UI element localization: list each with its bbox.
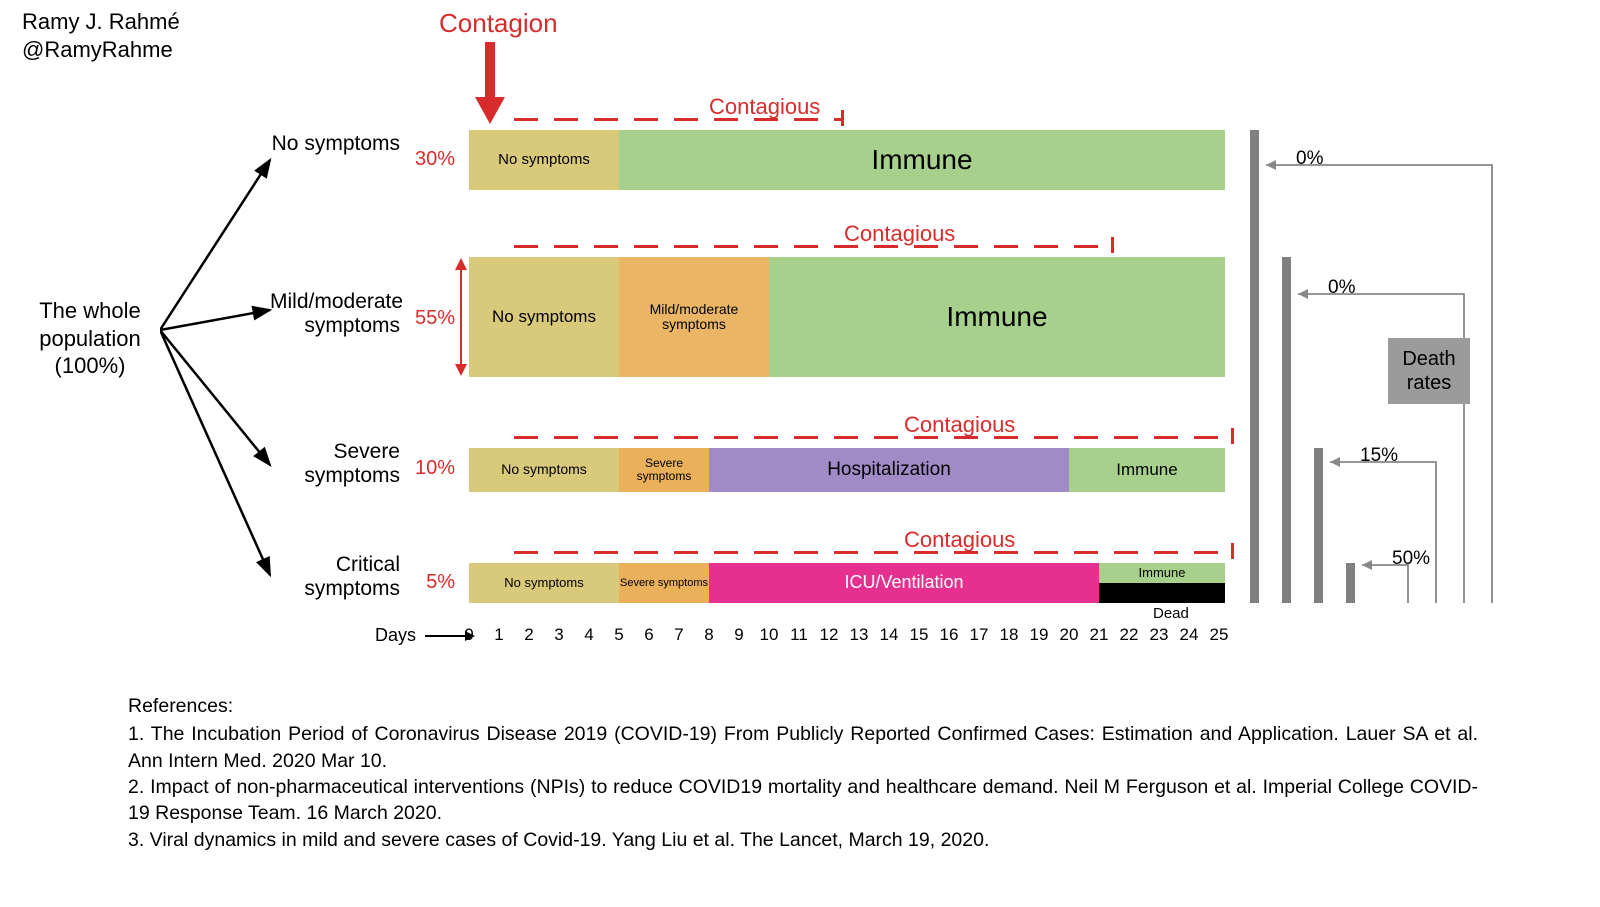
branch-arrows xyxy=(160,110,290,610)
segment-severe: Severe symptoms xyxy=(619,448,709,492)
death-rates-box: Death rates xyxy=(1388,338,1470,404)
death-grey-bar xyxy=(1314,448,1323,603)
day-tick: 7 xyxy=(674,625,683,645)
contagious-cap xyxy=(1231,543,1234,559)
segment-immune: Immune xyxy=(1099,563,1225,583)
death-rate-pct: 15% xyxy=(1360,445,1398,467)
segment-no_symptoms: No symptoms xyxy=(469,257,619,377)
death-rate-pct: 0% xyxy=(1328,277,1355,299)
day-tick: 3 xyxy=(554,625,563,645)
day-tick: 9 xyxy=(734,625,743,645)
day-tick: 2 xyxy=(524,625,533,645)
day-tick: 4 xyxy=(584,625,593,645)
day-tick: 0 xyxy=(464,625,473,645)
day-tick: 16 xyxy=(940,625,959,645)
population-label: The whole population (100%) xyxy=(10,297,170,380)
day-tick: 21 xyxy=(1090,625,1109,645)
track-pct-none: 30% xyxy=(410,148,455,171)
author-handle: @RamyRahme xyxy=(22,36,180,64)
contagious-dashed xyxy=(514,551,1234,554)
track-bar-critical: No symptomsSevere symptomsICU/Ventilatio… xyxy=(469,563,1225,603)
contagious-cap xyxy=(1111,237,1114,253)
death-rate-pct: 0% xyxy=(1296,148,1323,170)
segment-no_symptoms: No symptoms xyxy=(469,563,619,603)
pct-range-arrow-icon xyxy=(453,258,469,376)
day-tick: 8 xyxy=(704,625,713,645)
day-tick: 25 xyxy=(1210,625,1229,645)
track-bar-mild: No symptomsMild/moderate symptomsImmune xyxy=(469,257,1225,377)
author-name: Ramy J. Rahmé xyxy=(22,8,180,36)
segment-mild: Mild/moderate symptoms xyxy=(619,257,769,377)
segment-dead xyxy=(1099,583,1225,603)
day-tick: 18 xyxy=(1000,625,1019,645)
references-title: References: xyxy=(128,693,1478,719)
day-tick: 14 xyxy=(880,625,899,645)
contagious-cap xyxy=(841,110,844,126)
day-tick: 22 xyxy=(1120,625,1139,645)
track-pct-mild: 55% xyxy=(410,307,455,330)
segment-immune: Immune xyxy=(1069,448,1225,492)
dead-label: Dead xyxy=(1153,605,1189,622)
contagious-dashed xyxy=(514,245,1114,248)
references-block: References: 1. The Incubation Period of … xyxy=(128,693,1478,853)
segment-hospital: Hospitalization xyxy=(709,448,1069,492)
day-tick: 23 xyxy=(1150,625,1169,645)
segment-icu: ICU/Ventilation xyxy=(709,563,1099,603)
day-tick: 19 xyxy=(1030,625,1049,645)
death-grey-bar xyxy=(1250,130,1259,603)
reference-item: 3. Viral dynamics in mild and severe cas… xyxy=(128,827,1478,853)
contagious-label: Contagious xyxy=(844,221,955,247)
day-tick: 10 xyxy=(760,625,779,645)
segment-immune: Immune xyxy=(619,130,1225,190)
day-tick: 11 xyxy=(790,625,808,645)
track-bar-severe: No symptomsSevere symptomsHospitalizatio… xyxy=(469,448,1225,492)
track-label-mild: Mild/moderate symptoms xyxy=(270,290,400,338)
day-tick: 1 xyxy=(494,625,503,645)
track-label-none: No symptoms xyxy=(270,132,400,156)
author-block: Ramy J. Rahmé @RamyRahme xyxy=(22,8,180,63)
segment-severe: Severe symptoms xyxy=(619,563,709,603)
track-label-severe: Severe symptoms xyxy=(270,440,400,488)
contagious-label: Contagious xyxy=(904,527,1015,553)
day-tick: 6 xyxy=(644,625,653,645)
track-label-critical: Critical symptoms xyxy=(270,553,400,601)
death-grey-bar xyxy=(1282,257,1291,603)
contagion-arrow-icon xyxy=(472,42,508,128)
day-tick: 17 xyxy=(970,625,989,645)
days-label-text: Days xyxy=(375,625,416,645)
track-pct-severe: 10% xyxy=(410,457,455,480)
death-grey-bar xyxy=(1346,563,1355,603)
days-axis-label: Days xyxy=(375,625,475,646)
segment-no_symptoms: No symptoms xyxy=(469,448,619,492)
day-tick: 20 xyxy=(1060,625,1079,645)
track-bar-none: No symptomsImmune xyxy=(469,130,1225,190)
day-tick: 5 xyxy=(614,625,623,645)
day-tick: 24 xyxy=(1180,625,1199,645)
day-tick: 15 xyxy=(910,625,929,645)
contagious-label: Contagious xyxy=(709,94,820,120)
segment-no_symptoms: No symptoms xyxy=(469,130,619,190)
contagion-label: Contagion xyxy=(439,8,558,39)
reference-item: 2. Impact of non-pharmaceutical interven… xyxy=(128,774,1478,827)
segment-immune: Immune xyxy=(769,257,1225,377)
day-tick: 12 xyxy=(820,625,839,645)
day-tick: 13 xyxy=(850,625,869,645)
contagious-cap xyxy=(1231,428,1234,444)
contagious-dashed xyxy=(514,436,1234,439)
contagious-label: Contagious xyxy=(904,412,1015,438)
reference-item: 1. The Incubation Period of Coronavirus … xyxy=(128,721,1478,774)
track-pct-critical: 5% xyxy=(410,571,455,594)
contagious-dashed xyxy=(514,118,844,121)
death-rate-pct: 50% xyxy=(1392,548,1430,570)
